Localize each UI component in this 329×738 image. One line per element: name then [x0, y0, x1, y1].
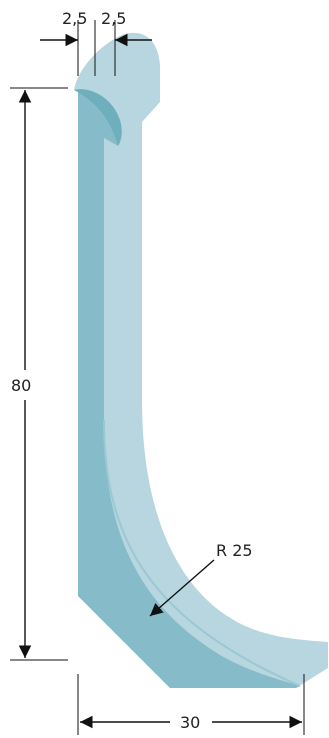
- profile-tip-highlight: [74, 89, 122, 146]
- width-label: 30: [180, 713, 200, 732]
- profile-inner-curve: [103, 419, 301, 687]
- height-dimension: [10, 87, 68, 661]
- height-label: 80: [11, 376, 31, 395]
- radius-leader: [149, 559, 215, 617]
- profile-light-face: [74, 32, 328, 688]
- radius-label: R 25: [216, 541, 253, 560]
- top-left-thickness-label: 2,5: [62, 9, 87, 28]
- top-right-thickness-label: 2,5: [101, 9, 126, 28]
- profile-dark-face: [74, 90, 300, 688]
- top-thickness-dimension: [40, 20, 152, 76]
- width-dimension: [77, 674, 305, 735]
